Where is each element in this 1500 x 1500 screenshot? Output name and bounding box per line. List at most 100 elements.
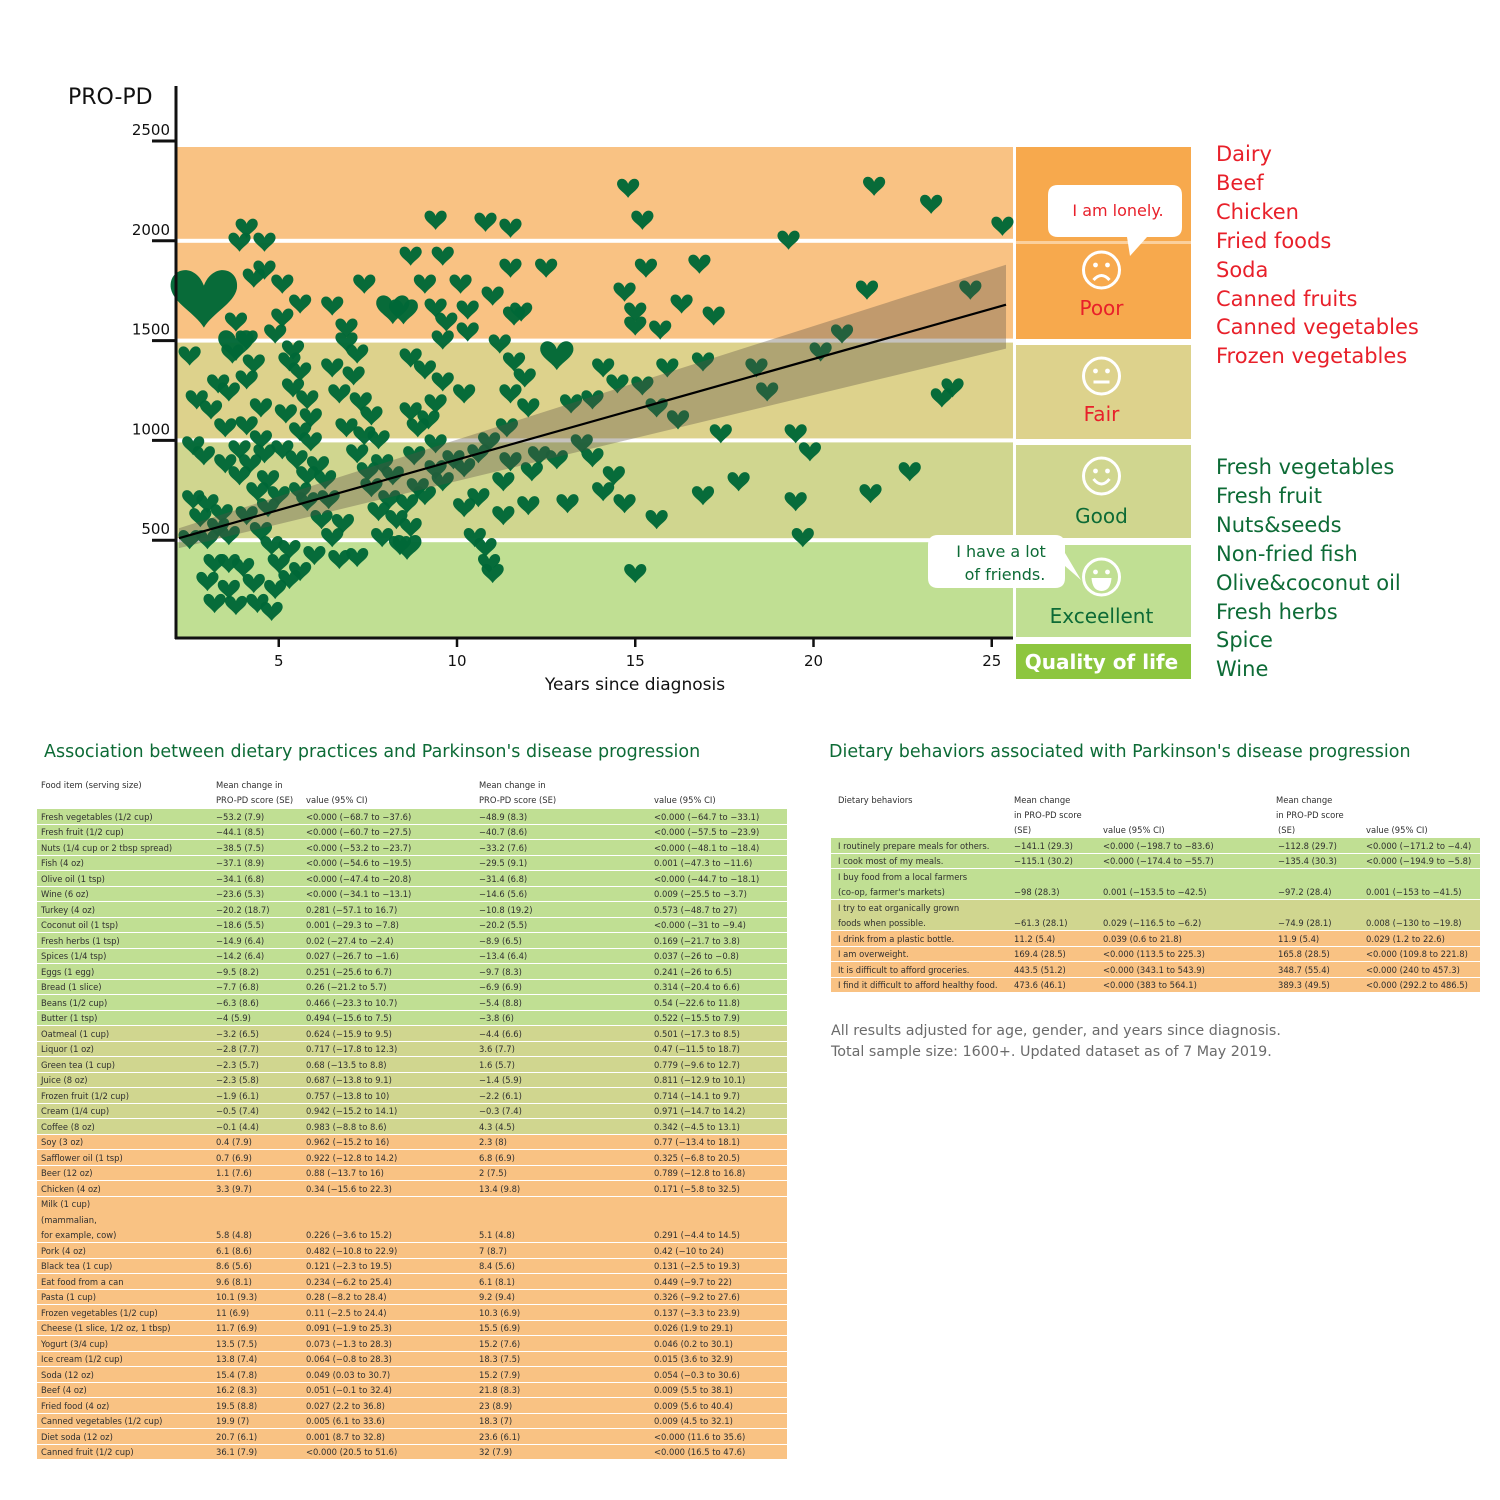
- cell-c1: <0.000 (−68.7 to −37.6): [306, 811, 412, 822]
- food-list-item: Wine: [1216, 657, 1269, 682]
- heart-point: [399, 348, 422, 368]
- cell-m2: −40.7 (8.6): [479, 827, 528, 837]
- table-row: I cook most of my meals. −115.1 (30.2) <0.…: [831, 853, 1480, 869]
- heart-point: [199, 400, 223, 420]
- cell-m2: 3.6 (7.7): [479, 1044, 515, 1054]
- cell-m2: −31.4 (6.8): [479, 873, 528, 884]
- cell-item: Butter (1 tsp): [41, 1013, 98, 1023]
- table-row: Soy (3 oz) 0.4 (7.9) 0.962 (−15.2 to 16) 2.…: [37, 1134, 787, 1150]
- heart-point: [606, 374, 629, 394]
- heart-point: [235, 506, 258, 526]
- food-list-item: Fresh herbs: [1216, 599, 1338, 624]
- heart-point: [602, 466, 625, 486]
- cell-c2: 0.171 (−5.8 to 32.5): [654, 1183, 740, 1194]
- cell-c2: <0.000 (−171.2 to −4.4): [1366, 840, 1472, 851]
- heart-point: [517, 496, 540, 516]
- cell-item: Cream (1/4 cup): [41, 1106, 110, 1116]
- table-row: Beef (4 oz) 16.2 (8.3) 0.051 (−0.1 to 32.4…: [37, 1382, 787, 1398]
- heart-point: [649, 320, 672, 340]
- positive-foods-list: Fresh vegetables Fresh fruit Nuts&seeds Non…: [1216, 453, 1401, 684]
- heart-point: [809, 342, 832, 362]
- cell-c2: <0.000 (292.2 to 486.5): [1366, 980, 1468, 990]
- heart-point: [260, 536, 283, 556]
- heart-point: [670, 294, 693, 314]
- cell-c2: <0.000 (−31 to −9.4): [654, 920, 746, 930]
- cell-m2: −4.4 (6.6): [479, 1028, 522, 1039]
- cell-m1: −14.9 (6.4): [216, 935, 265, 946]
- heart-point: [855, 280, 879, 300]
- heart-point: [756, 382, 779, 402]
- heart-point: [510, 302, 533, 322]
- behavior-table-title: Dietary behaviors associated with Parkin…: [829, 742, 1411, 762]
- table-row: Beans (1/2 cup) −6.3 (8.6) 0.466 (−23.3 to…: [37, 995, 787, 1011]
- table-row: Frozen vegetables (1/2 cup) 11 (6.9) 0.11 …: [37, 1305, 787, 1321]
- behavior-association-table: Dietary behaviors Mean change in PRO-PD …: [831, 792, 1480, 993]
- cell-item: Canned vegetables (1/2 cup): [41, 1416, 163, 1426]
- table-row: Safflower oil (1 tsp) 0.7 (6.9) 0.922 (−12…: [37, 1150, 787, 1166]
- cell-c2: 0.47 (−11.5 to 18.7): [654, 1044, 740, 1054]
- heart-point: [349, 392, 372, 412]
- cell-c1: <0.000 (383 to 564.1): [1103, 980, 1197, 990]
- cell-c2: 0.314 (−20.4 to 6.6): [654, 982, 740, 992]
- cell-c1: 0.029 (−116.5 to −6.2): [1103, 918, 1202, 928]
- food-list-item: Olive&coconut oil: [1216, 570, 1401, 595]
- table-row: Fried food (4 oz) 19.5 (8.8) 0.027 (2.2 to…: [37, 1398, 787, 1414]
- heart-point: [513, 368, 536, 388]
- cell-m2: −48.9 (8.3): [479, 811, 528, 822]
- heart-point: [481, 286, 504, 306]
- heart-point: [260, 601, 283, 622]
- cell-item: Coffee (8 oz): [41, 1121, 95, 1132]
- heart-point: [413, 486, 436, 506]
- cell-m1: −53.2 (7.9): [216, 811, 265, 822]
- heart-point: [278, 569, 301, 590]
- cell-c2: 0.714 (−14.1 to 9.7): [654, 1090, 740, 1101]
- cell-m1: 36.1 (7.9): [216, 1447, 258, 1457]
- heart-point: [453, 458, 476, 478]
- x-tick-label: 5: [274, 652, 284, 670]
- speech-bubble-friends-text: of friends.: [965, 565, 1046, 584]
- cell-c1: 0.942 (−15.2 to 14.1): [306, 1106, 398, 1116]
- cell-item: for example, cow): [41, 1230, 117, 1240]
- heart-point: [656, 358, 679, 378]
- table-row: Chicken (4 oz) 3.3 (9.7) 0.34 (−15.6 to 22…: [37, 1181, 787, 1197]
- food-list-item: Chicken: [1216, 199, 1299, 224]
- heart-point: [830, 324, 854, 344]
- cell-c1: <0.000 (343.1 to 543.9): [1103, 964, 1205, 975]
- cell-m1: −2.8 (7.7): [216, 1044, 259, 1054]
- cell-c2: 0.789 (−12.8 to 16.8): [654, 1168, 746, 1178]
- quality-of-life-label: Quality of life: [1025, 650, 1178, 674]
- cell-c1: 0.26 (−21.2 to 5.7): [306, 982, 387, 992]
- col-header-mean1: Mean change in: [216, 780, 283, 790]
- cell-item: Soda (12 oz): [41, 1369, 94, 1380]
- cell-m2: −97.2 (28.4): [1278, 887, 1332, 897]
- cell-m2: 2.3 (8): [479, 1137, 507, 1147]
- grin-face-icon: [1082, 557, 1121, 597]
- y-axis-label: PRO-PD: [68, 85, 153, 110]
- table-row: I drink from a plastic bottle. 11.2 (5.4)…: [831, 931, 1480, 947]
- heart-point: [592, 482, 615, 502]
- cell-c2: <0.000 (−48.1 to −18.4): [654, 842, 760, 853]
- cell-m1: −141.1 (29.3): [1014, 840, 1073, 851]
- cell-c2: 0.009 (5.5 to 38.1): [654, 1385, 733, 1395]
- heart-point: [478, 432, 501, 452]
- cell-c1: 0.281 (−57.1 to 16.7): [306, 904, 398, 915]
- cell-item: Black tea (1 cup): [41, 1261, 113, 1271]
- cell-item: Safflower oil (1 tsp): [41, 1152, 123, 1163]
- band-exceellent: [176, 542, 1013, 638]
- cell-m1: −14.2 (6.4): [216, 951, 265, 961]
- cell-item: Beer (12 oz): [41, 1168, 93, 1178]
- cell-m1: 0.4 (7.9): [216, 1137, 252, 1147]
- heart-point: [435, 312, 458, 332]
- cell-c2: <0.000 (−44.7 to −18.1): [654, 873, 760, 884]
- cell-m2: 4.3 (4.5): [479, 1121, 515, 1132]
- cell-item: Frozen fruit (1/2 cup): [41, 1090, 129, 1101]
- col-header-mean2-b: in PRO-PD score: [1276, 810, 1344, 820]
- cell-c1: 0.11 (−2.5 to 24.4): [306, 1307, 387, 1318]
- heart-point: [271, 308, 294, 328]
- cell-m1: −23.6 (5.3): [216, 889, 265, 899]
- col-header-food-item: Food item (serving size): [41, 780, 142, 790]
- cell-m1: 6.1 (8.6): [216, 1245, 252, 1256]
- food-list-item: Fried foods: [1216, 228, 1332, 253]
- cell-c1: 0.68 (−13.5 to 8.8): [306, 1059, 387, 1070]
- cell-item: I drink from a plastic bottle.: [838, 933, 955, 944]
